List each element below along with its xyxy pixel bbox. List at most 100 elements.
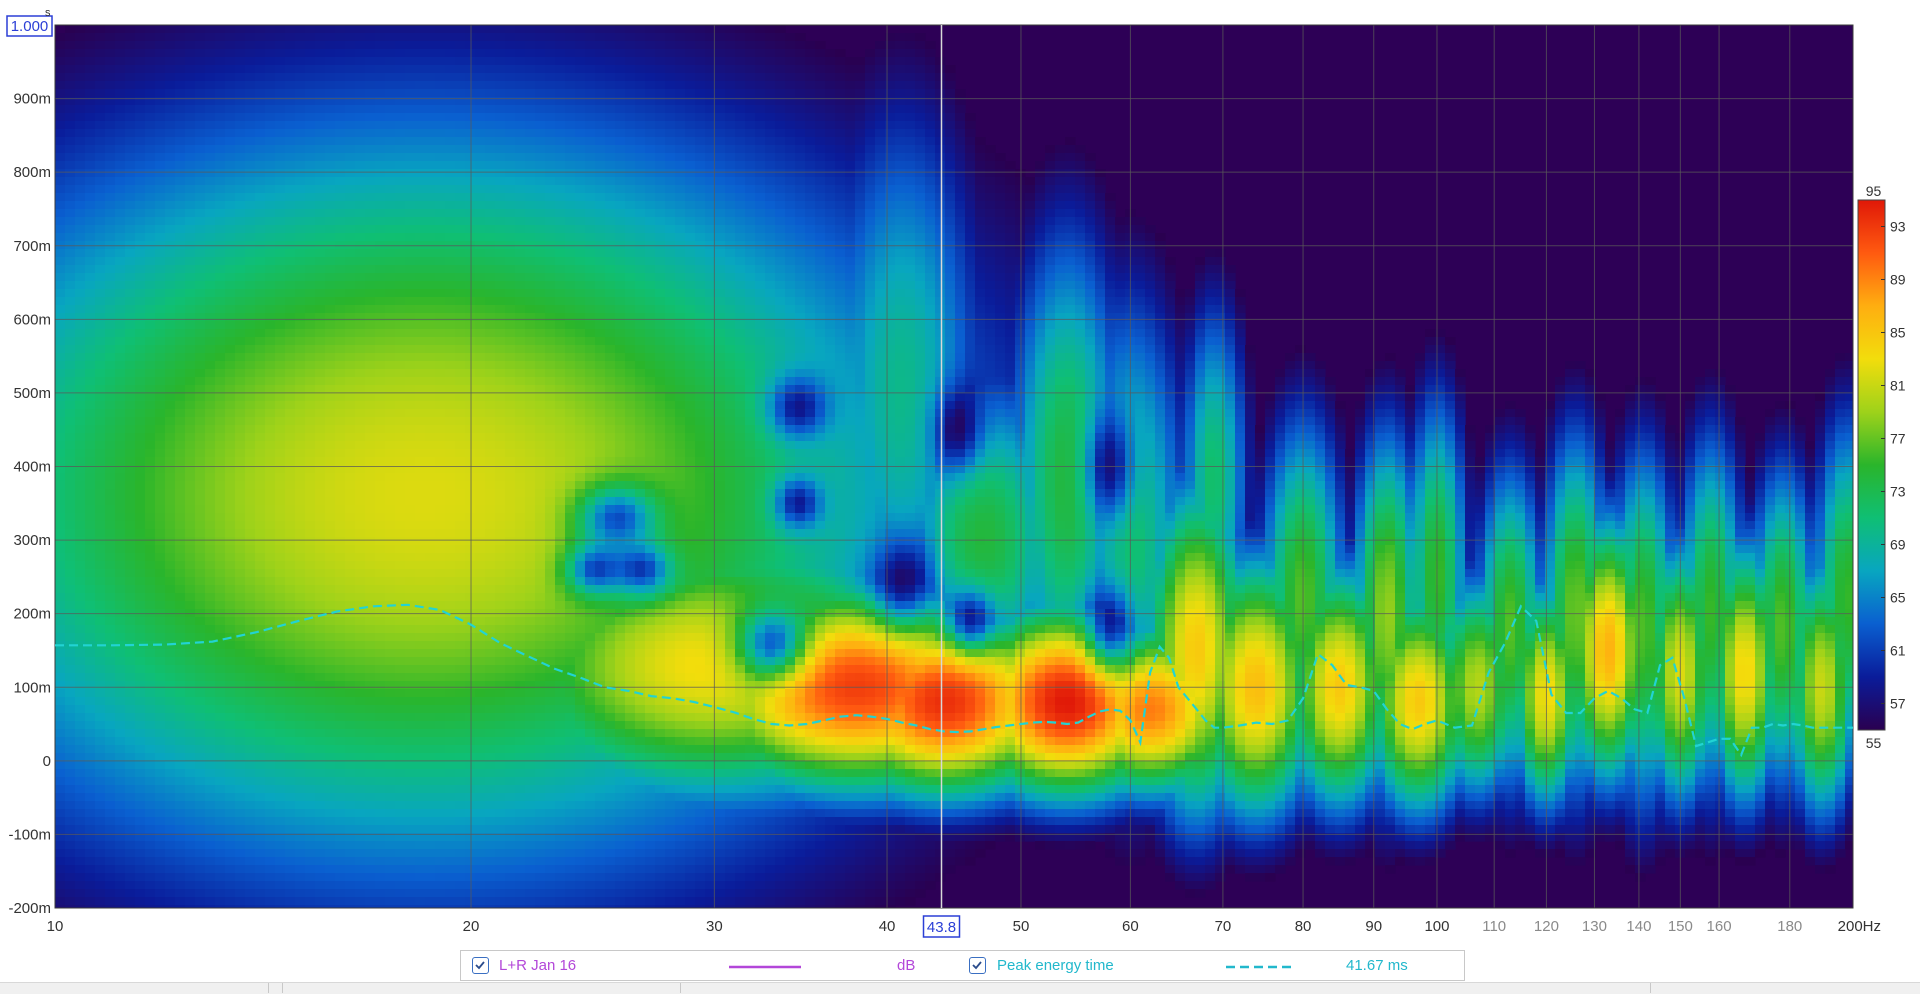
heat-cell: [125, 601, 136, 610]
heat-cell: [315, 153, 326, 162]
heat-cell: [305, 841, 316, 850]
heat-cell: [395, 145, 406, 154]
heat-cell: [205, 649, 216, 658]
heat-cell: [95, 353, 106, 362]
heat-cell: [185, 489, 196, 498]
heat-cell: [425, 849, 436, 858]
heat-cell: [75, 553, 86, 562]
heat-cell: [445, 81, 456, 90]
heat-cell: [305, 705, 316, 714]
heat-cell: [265, 849, 276, 858]
heat-cell: [365, 345, 376, 354]
heat-cell: [205, 81, 216, 90]
heat-cell: [65, 185, 76, 194]
heat-cell: [355, 153, 366, 162]
heat-cell: [345, 289, 356, 298]
heat-cell: [145, 745, 156, 754]
heat-cell: [335, 129, 346, 138]
heat-cell: [275, 545, 286, 554]
heat-cell: [155, 817, 166, 826]
heat-cell: [165, 881, 176, 890]
heat-cell: [275, 25, 286, 34]
heat-cell: [285, 633, 296, 642]
heat-cell: [265, 105, 276, 114]
heat-cell: [95, 393, 106, 402]
heat-cell: [345, 729, 356, 738]
heat-cell: [105, 481, 116, 490]
heat-cell: [395, 441, 406, 450]
heat-cell: [65, 193, 76, 202]
heat-cell: [215, 513, 226, 522]
heat-cell: [235, 217, 246, 226]
heat-cell: [125, 681, 136, 690]
heat-cell: [215, 897, 226, 906]
heat-cell: [135, 905, 146, 908]
heat-cell: [425, 169, 436, 178]
heat-cell: [105, 689, 116, 698]
heat-cell: [145, 345, 156, 354]
heat-cell: [385, 521, 396, 530]
heat-cell: [165, 769, 176, 778]
heat-cell: [125, 673, 136, 682]
heat-cell: [425, 273, 436, 282]
heat-cell: [95, 161, 106, 170]
heat-cell: [145, 641, 156, 650]
heat-cell: [255, 865, 266, 874]
heat-cell: [375, 737, 386, 746]
heat-cell: [425, 537, 436, 546]
heat-cell: [385, 49, 396, 58]
heat-cell: [395, 217, 406, 226]
heat-cell: [205, 545, 216, 554]
heat-cell: [85, 449, 96, 458]
heat-cell: [85, 313, 96, 322]
heat-cell: [495, 441, 506, 450]
heat-cell: [425, 697, 436, 706]
heat-cell: [245, 473, 256, 482]
heat-cell: [495, 305, 506, 314]
heat-cell: [255, 177, 266, 186]
heat-cell: [355, 345, 366, 354]
heat-cell: [55, 449, 66, 458]
heat-cell: [315, 353, 326, 362]
heat-cell: [315, 577, 326, 586]
heat-cell: [195, 521, 206, 530]
heat-cell: [85, 785, 96, 794]
heat-cell: [445, 553, 456, 562]
heat-cell: [335, 57, 346, 66]
heat-cell: [365, 121, 376, 130]
heat-cell: [105, 361, 116, 370]
heat-cell: [455, 697, 466, 706]
heat-cell: [195, 129, 206, 138]
heat-cell: [395, 473, 406, 482]
heat-cell: [365, 833, 376, 842]
heat-cell: [275, 377, 286, 386]
heat-cell: [135, 825, 146, 834]
heat-cell: [295, 841, 306, 850]
heat-cell: [335, 601, 346, 610]
heat-cell: [265, 377, 276, 386]
heat-cell: [115, 641, 126, 650]
heat-cell: [135, 409, 146, 418]
heat-cell: [475, 841, 486, 850]
heat-cell: [325, 865, 336, 874]
heat-cell: [465, 673, 476, 682]
heat-cell: [305, 577, 316, 586]
heat-cell: [145, 697, 156, 706]
heat-cell: [425, 185, 436, 194]
heat-cell: [445, 729, 456, 738]
heat-cell: [285, 777, 296, 786]
heat-cell: [355, 617, 366, 626]
heat-cell: [495, 105, 506, 114]
heat-cell: [325, 529, 336, 538]
heat-cell: [85, 121, 96, 130]
heat-cell: [185, 385, 196, 394]
heat-cell: [65, 529, 76, 538]
heat-cell: [495, 753, 506, 762]
heat-cell: [315, 761, 326, 770]
heat-cell: [415, 257, 426, 266]
heat-cell: [465, 209, 476, 218]
heat-cell: [455, 369, 466, 378]
heat-cell: [205, 641, 216, 650]
heat-cell: [95, 217, 106, 226]
heat-cell: [155, 57, 166, 66]
